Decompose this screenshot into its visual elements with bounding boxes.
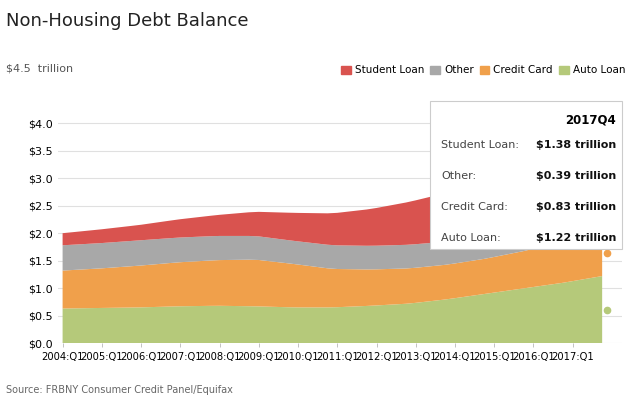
Text: Auto Loan:: Auto Loan: xyxy=(441,233,501,243)
Text: Source: FRBNY Consumer Credit Panel/Equifax: Source: FRBNY Consumer Credit Panel/Equi… xyxy=(6,385,233,395)
Text: Student Loan:: Student Loan: xyxy=(441,140,519,150)
FancyBboxPatch shape xyxy=(430,101,622,249)
Text: $1.22 trillion: $1.22 trillion xyxy=(536,233,616,243)
Text: 2017Q4: 2017Q4 xyxy=(565,113,616,126)
Text: $4.5  trillion: $4.5 trillion xyxy=(6,64,74,74)
Text: Credit Card:: Credit Card: xyxy=(441,202,508,212)
Text: Other:: Other: xyxy=(441,171,476,181)
Text: $1.38 trillion: $1.38 trillion xyxy=(536,140,616,150)
Legend: Student Loan, Other, Credit Card, Auto Loan: Student Loan, Other, Credit Card, Auto L… xyxy=(337,61,629,79)
Text: $0.83 trillion: $0.83 trillion xyxy=(536,202,616,212)
Text: Non-Housing Debt Balance: Non-Housing Debt Balance xyxy=(6,12,249,30)
Text: $0.39 trillion: $0.39 trillion xyxy=(536,171,616,181)
